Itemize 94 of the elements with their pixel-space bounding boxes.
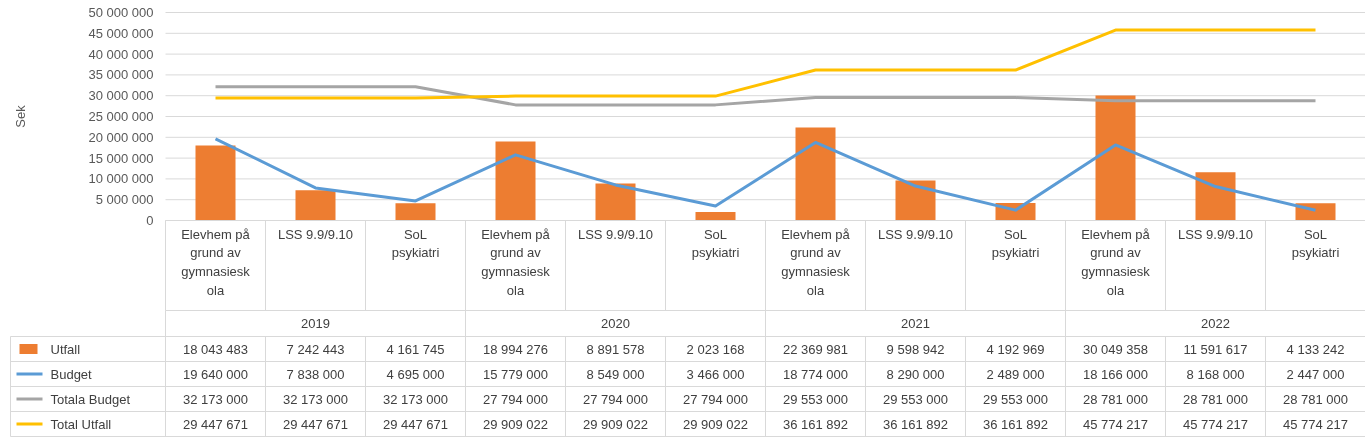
data-label: 36 161 892: [782, 416, 849, 432]
data-label: 30 049 358: [1082, 341, 1149, 357]
data-label: 29 447 671: [382, 416, 449, 432]
legend-label: Totala Budget: [50, 391, 131, 407]
data-label: 2 489 000: [986, 366, 1045, 382]
data-label: 19 640 000: [182, 366, 249, 382]
x-tick-label: SoL psykiatri: [691, 226, 740, 261]
data-label: 15 779 000: [482, 366, 549, 382]
data-label: 11 591 617: [1183, 341, 1248, 357]
data-label: 29 909 022: [582, 416, 649, 432]
y-tick-label: 0: [146, 213, 154, 228]
data-label: 29 553 000: [782, 391, 849, 407]
text: 2019: [301, 316, 330, 331]
data-label: 45 774 217: [1182, 416, 1249, 432]
bar: [495, 141, 536, 221]
y-tick-label: 30 000 000: [88, 88, 154, 104]
data-label: 4 133 242: [1286, 341, 1345, 357]
y-tick-label: 10 000 000: [88, 171, 154, 187]
data-label: 29 553 000: [982, 391, 1049, 407]
y-tick-label: 25 000 000: [88, 109, 154, 124]
data-label: 18 994 276: [482, 341, 549, 357]
data-label: 7 838 000: [286, 366, 345, 382]
data-label: 8 549 000: [586, 366, 645, 382]
data-label: 28 781 000: [1182, 391, 1249, 407]
data-label: 9 598 942: [886, 341, 945, 357]
x-tick-label: Elevhem på grund av gymnasieskola: [781, 226, 851, 298]
x-tick-label: SoL psykiatri: [991, 226, 1040, 261]
bar: [1095, 95, 1136, 221]
data-label: 27 794 000: [582, 391, 649, 407]
bar: [1295, 203, 1336, 221]
bar: [295, 190, 336, 221]
bar: [1195, 172, 1236, 221]
bar: [795, 127, 836, 221]
x-tick-label: LSS 9.9/9.10: [877, 226, 954, 242]
data-label: 8 891 578: [586, 341, 645, 357]
bar: [395, 203, 436, 221]
bar: [895, 180, 936, 221]
bar: [195, 145, 236, 221]
data-label: 18 043 483: [182, 341, 249, 357]
y-tick-label: 5 000 000: [95, 192, 154, 208]
x-tick-label: Elevhem på grund av gymnasieskola: [181, 226, 251, 298]
y-tick-label: 45 000 000: [88, 25, 154, 41]
y-tick-label: 40 000 000: [88, 46, 154, 62]
data-label: 8 290 000: [886, 366, 945, 382]
data-label: 4 695 000: [386, 366, 445, 382]
data-label: 45 774 217: [1282, 416, 1349, 432]
y-tick-label: 15 000 000: [88, 150, 154, 166]
data-label: 27 794 000: [482, 391, 549, 407]
line-series: [214, 28, 1317, 100]
legend-label: Total Utfall: [50, 416, 112, 432]
bar: [595, 183, 636, 221]
x-tick-label: LSS 9.9/9.10: [1177, 226, 1254, 242]
x-tick-label: LSS 9.9/9.10: [277, 226, 354, 242]
y-tick-label: 35 000 000: [88, 67, 154, 83]
text: 2021: [901, 316, 930, 331]
data-label: 8 168 000: [1186, 366, 1245, 382]
legend-label: Budget: [50, 366, 93, 382]
data-label: 22 369 981: [782, 341, 849, 357]
data-label: 2 023 168: [686, 341, 745, 357]
data-label: 36 161 892: [882, 416, 949, 432]
data-label: 29 553 000: [882, 391, 949, 407]
x-tick-label: Elevhem på grund av gymnasieskola: [481, 226, 551, 298]
bar: [695, 212, 736, 221]
y-tick-label: 50 000 000: [88, 5, 154, 20]
data-label: 7 242 443: [286, 341, 345, 357]
text: 2022: [1201, 316, 1230, 331]
data-label: 3 466 000: [686, 366, 745, 382]
data-label: 28 781 000: [1282, 391, 1349, 407]
data-label: 29 909 022: [682, 416, 749, 432]
data-label: 29 909 022: [482, 416, 549, 432]
y-tick-label: 20 000 000: [88, 129, 154, 145]
data-label: 4 161 745: [386, 341, 445, 357]
line-series: [214, 137, 1317, 212]
data-label: 29 447 671: [282, 416, 349, 432]
data-label: 27 794 000: [682, 391, 749, 407]
data-label: 45 774 217: [1082, 416, 1149, 432]
data-label: 28 781 000: [1082, 391, 1149, 407]
legend-label: Utfall: [50, 341, 81, 357]
data-label: 32 173 000: [382, 391, 449, 407]
data-label: 2 447 000: [1286, 366, 1345, 382]
text: 2020: [601, 316, 630, 331]
data-label: 32 173 000: [282, 391, 349, 407]
data-label: 4 192 969: [986, 341, 1045, 357]
data-label: 29 447 671: [182, 416, 249, 432]
x-tick-label: LSS 9.9/9.10: [577, 226, 654, 242]
x-tick-label: Elevhem på grund av gymnasieskola: [1081, 226, 1151, 298]
data-label: 36 161 892: [982, 416, 1049, 432]
line-series: [214, 85, 1317, 107]
y-axis-title: Sek: [13, 104, 28, 128]
x-tick-label: SoL psykiatri: [1291, 226, 1340, 261]
data-label: 18 166 000: [1082, 366, 1149, 382]
data-label: 32 173 000: [182, 391, 249, 407]
data-label: 18 774 000: [782, 366, 849, 382]
x-tick-label: SoL psykiatri: [391, 226, 440, 261]
